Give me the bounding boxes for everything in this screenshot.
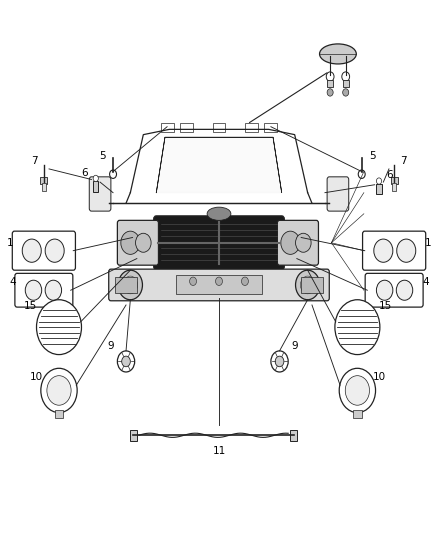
Text: 11: 11 <box>212 446 226 456</box>
Circle shape <box>326 72 334 82</box>
Bar <box>115 277 137 293</box>
Circle shape <box>135 233 151 252</box>
Text: 5: 5 <box>99 151 106 161</box>
Text: 15: 15 <box>24 301 38 311</box>
Circle shape <box>25 280 42 300</box>
Circle shape <box>93 175 99 182</box>
Bar <box>212 123 226 132</box>
Ellipse shape <box>207 207 231 220</box>
Polygon shape <box>156 138 282 192</box>
Bar <box>245 123 258 132</box>
Text: 6: 6 <box>386 170 393 180</box>
Text: 6: 6 <box>81 167 88 177</box>
Circle shape <box>41 368 77 413</box>
Bar <box>301 277 323 293</box>
Circle shape <box>22 239 41 262</box>
FancyBboxPatch shape <box>277 220 318 265</box>
Text: 7: 7 <box>400 156 407 166</box>
Bar <box>40 177 47 184</box>
Ellipse shape <box>320 44 356 64</box>
Circle shape <box>358 170 365 179</box>
Circle shape <box>376 178 381 184</box>
Circle shape <box>215 277 223 286</box>
Circle shape <box>241 277 248 286</box>
Bar <box>290 430 297 441</box>
FancyBboxPatch shape <box>117 220 159 265</box>
Circle shape <box>121 231 140 254</box>
Bar <box>391 177 398 184</box>
FancyBboxPatch shape <box>12 231 75 270</box>
Text: 9: 9 <box>108 341 114 351</box>
Bar <box>343 80 349 87</box>
Bar <box>327 80 333 87</box>
Bar <box>131 430 137 441</box>
Circle shape <box>275 356 284 367</box>
FancyBboxPatch shape <box>15 273 73 307</box>
Circle shape <box>122 356 131 367</box>
Text: 15: 15 <box>379 301 392 311</box>
Bar <box>161 123 173 132</box>
Bar <box>265 123 277 132</box>
Text: 9: 9 <box>291 341 298 351</box>
Bar <box>392 183 396 191</box>
Circle shape <box>45 239 64 262</box>
Circle shape <box>117 351 134 372</box>
Text: 1: 1 <box>424 238 431 248</box>
Circle shape <box>345 376 370 405</box>
Circle shape <box>47 376 71 405</box>
Circle shape <box>342 72 350 82</box>
Circle shape <box>271 351 288 372</box>
Circle shape <box>123 276 138 294</box>
Circle shape <box>36 300 81 354</box>
FancyBboxPatch shape <box>154 216 284 270</box>
Circle shape <box>343 89 349 96</box>
Bar <box>376 184 381 194</box>
Circle shape <box>300 276 315 294</box>
Circle shape <box>374 239 393 262</box>
Bar <box>180 123 193 132</box>
Circle shape <box>110 170 117 179</box>
Circle shape <box>45 280 62 300</box>
FancyBboxPatch shape <box>363 231 426 270</box>
Bar <box>55 410 64 418</box>
Circle shape <box>397 239 416 262</box>
Circle shape <box>281 231 300 254</box>
Bar <box>176 276 262 294</box>
Bar <box>353 410 362 418</box>
Text: 4: 4 <box>9 277 16 287</box>
Text: 5: 5 <box>369 151 376 161</box>
Circle shape <box>190 277 197 286</box>
Text: 10: 10 <box>373 372 386 382</box>
Circle shape <box>327 89 333 96</box>
Circle shape <box>339 368 375 413</box>
Circle shape <box>296 270 320 300</box>
Circle shape <box>296 233 311 252</box>
Circle shape <box>118 270 142 300</box>
Circle shape <box>335 300 380 354</box>
Text: 4: 4 <box>422 277 429 287</box>
Circle shape <box>376 280 393 300</box>
Circle shape <box>396 280 413 300</box>
Bar <box>93 181 99 191</box>
Text: 10: 10 <box>30 372 43 382</box>
Bar <box>42 183 46 191</box>
FancyBboxPatch shape <box>89 177 111 211</box>
Text: 7: 7 <box>31 156 38 166</box>
FancyBboxPatch shape <box>365 273 423 307</box>
FancyBboxPatch shape <box>109 269 329 301</box>
Text: 1: 1 <box>7 238 14 248</box>
FancyBboxPatch shape <box>327 177 349 211</box>
